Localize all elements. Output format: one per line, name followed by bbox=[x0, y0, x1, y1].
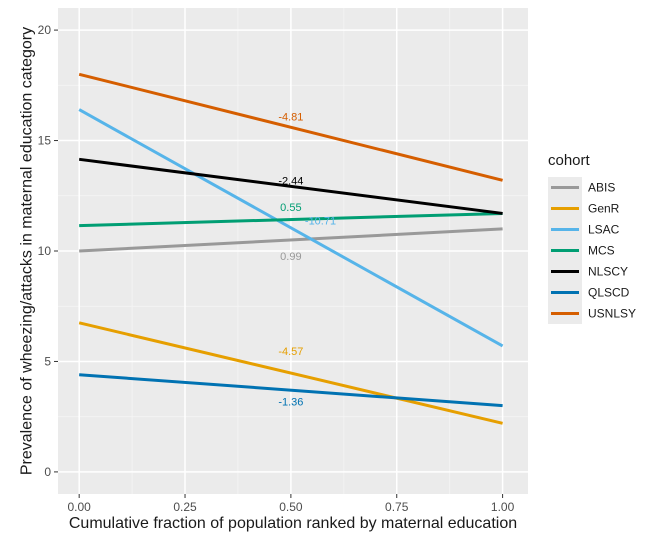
series-line-usnlsy bbox=[78, 72, 503, 182]
slope-label-genr: -4.57 bbox=[278, 346, 303, 358]
legend-label-nlscy: NLSCY bbox=[588, 265, 628, 279]
legend-items: ABIS GenR LSAC MCS NLSCY QLSCD USNLSY bbox=[548, 177, 636, 324]
major-gridlines bbox=[58, 8, 528, 494]
series-lines bbox=[78, 72, 504, 425]
legend-title: cohort bbox=[548, 152, 591, 169]
legend-label-abis: ABIS bbox=[588, 181, 615, 195]
slope-label-abis: 0.99 bbox=[280, 251, 301, 263]
slope-label-nlscy: -2.44 bbox=[278, 176, 303, 188]
x-tick-label: 0.25 bbox=[173, 500, 197, 514]
x-tick-label: 0.75 bbox=[385, 500, 409, 514]
legend: cohort ABIS GenR LSAC MCS NLSCY QLSCD USNLSY bbox=[548, 152, 636, 324]
y-tick-label: 15 bbox=[38, 134, 52, 148]
series-line-lsac bbox=[78, 108, 504, 348]
slope-label-mcs: 0.55 bbox=[280, 202, 301, 214]
series-line-qlscd bbox=[79, 373, 503, 408]
legend-label-mcs: MCS bbox=[588, 244, 615, 258]
x-axis-ticks: 0.00 0.25 0.50 0.75 1.00 bbox=[67, 494, 515, 514]
y-axis-title: Prevalence of wheezing/attacks in matern… bbox=[19, 27, 36, 475]
slope-label-usnlsy: -4.81 bbox=[278, 112, 303, 124]
series-line-nlscy bbox=[78, 157, 503, 215]
y-tick-label: 20 bbox=[38, 23, 52, 37]
legend-label-genr: GenR bbox=[588, 202, 620, 216]
series-line-mcs bbox=[79, 211, 503, 228]
slope-label-qlscd: -1.36 bbox=[278, 397, 303, 409]
legend-label-lsac: LSAC bbox=[588, 223, 620, 237]
legend-label-qlscd: QLSCD bbox=[588, 286, 630, 300]
x-axis-title: Cumulative fraction of population ranked… bbox=[69, 515, 517, 532]
x-tick-label: 0.50 bbox=[279, 500, 303, 514]
series-line-abis bbox=[79, 227, 503, 253]
x-tick-label: 0.00 bbox=[67, 500, 91, 514]
y-tick-label: 5 bbox=[44, 354, 51, 368]
slope-labels: 0.99 -4.57 -10.71 0.55 -2.44 -1.36 -4.81 bbox=[278, 112, 336, 409]
y-axis-ticks: 0 5 10 15 20 bbox=[38, 23, 58, 479]
x-tick-label: 1.00 bbox=[491, 500, 515, 514]
slope-label-lsac: -10.71 bbox=[305, 215, 336, 227]
y-tick-label: 10 bbox=[38, 244, 52, 258]
series-line-genr bbox=[78, 321, 503, 425]
legend-label-usnlsy: USNLSY bbox=[588, 307, 636, 321]
y-tick-label: 0 bbox=[44, 465, 51, 479]
